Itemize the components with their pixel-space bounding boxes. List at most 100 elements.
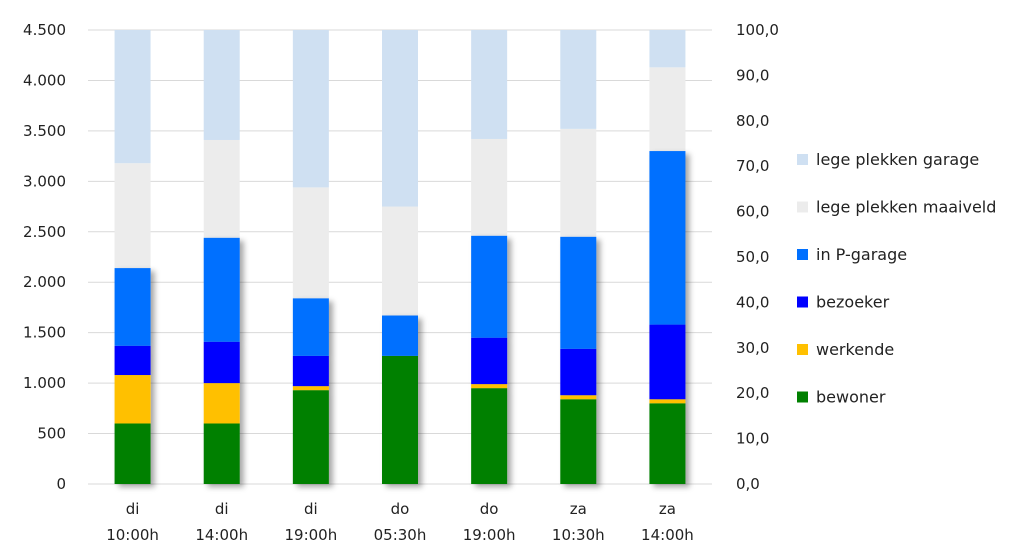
- bar-segment-werkende: [292, 386, 329, 391]
- bar-stack: [560, 236, 597, 484]
- y-axis-left: 0 500 1.000 1.500 2.000 2.500 3.000 3.500 4.000 4…: [23, 21, 66, 493]
- bar-segment-bewoner: [649, 403, 686, 484]
- bar-segment-lege-plekken-garage: [292, 30, 329, 188]
- bar-segment-in-p-garage: [560, 236, 597, 349]
- bar-segment-lege-plekken-maaiveld: [560, 128, 597, 237]
- x-tick-label-time: 14:00h: [195, 526, 248, 544]
- bar-segment-bewoner: [292, 390, 329, 484]
- bar-segment-bewoner: [471, 388, 508, 484]
- bars: [114, 30, 686, 484]
- legend-swatch: [797, 344, 808, 355]
- bar-segment-lege-plekken-maaiveld: [114, 163, 151, 269]
- bar-stack: [114, 268, 151, 484]
- bar-segment-lege-plekken-garage: [203, 30, 240, 140]
- legend-swatch: [797, 296, 808, 308]
- bar-segment-lege-plekken-garage: [471, 30, 508, 139]
- bar-segment-bewoner: [114, 423, 151, 484]
- y-tick-label-right: 0,0: [736, 475, 760, 493]
- y-tick-label-right: 100,0: [736, 21, 779, 39]
- bar-segment-lege-plekken-maaiveld: [203, 139, 240, 238]
- bar-segment-in-p-garage: [114, 268, 151, 346]
- y-tick-label-left: 2.000: [23, 273, 66, 291]
- bar-segment-bezoeker: [114, 345, 151, 376]
- x-tick-label-time: 19:00h: [284, 526, 337, 544]
- x-tick-label-day: do: [480, 500, 499, 518]
- bar-stack: [471, 235, 508, 484]
- bar-segment-werkende: [471, 384, 508, 389]
- legend-swatch: [797, 391, 808, 403]
- y-tick-label-right: 90,0: [736, 66, 769, 84]
- y-tick-label-right: 50,0: [736, 248, 769, 266]
- y-axis-right: 0,0 10,0 20,0 30,0 40,0 50,0 60,0 70,0 80,0 90,0 1…: [736, 21, 779, 493]
- bar-segment-in-p-garage: [649, 151, 686, 325]
- bar-segment-in-p-garage: [382, 315, 418, 356]
- bar-stack: [292, 298, 329, 484]
- y-tick-label-left: 4.500: [23, 21, 66, 39]
- y-tick-label-left: 1.500: [23, 324, 66, 342]
- bar-segment-werkende: [649, 399, 686, 404]
- bar-stack: [649, 151, 686, 484]
- bar-stack: [203, 237, 240, 484]
- y-tick-label-right: 40,0: [736, 293, 769, 311]
- x-tick-label-day: di: [126, 500, 140, 518]
- legend-label: lege plekken maaiveld: [816, 198, 996, 217]
- y-tick-label-left: 4.000: [23, 71, 66, 89]
- legend: lege plekken garage lege plekken maaiveld…: [797, 150, 996, 407]
- y-tick-label-right: 20,0: [736, 384, 769, 402]
- bar-stack: [382, 315, 418, 484]
- bar-segment-lege-plekken-maaiveld: [649, 67, 686, 152]
- bar-segment-lege-plekken-maaiveld: [471, 138, 508, 236]
- bar-segment-lege-plekken-garage: [382, 30, 418, 207]
- x-tick-label-time: 10:00h: [106, 526, 159, 544]
- bar-segment-bezoeker: [203, 341, 240, 384]
- x-tick-label-time: 10:30h: [552, 526, 605, 544]
- legend-swatch: [797, 154, 808, 165]
- bar-segment-in-p-garage: [471, 235, 508, 338]
- y-tick-label-left: 3.500: [23, 122, 66, 140]
- bar-segment-bezoeker: [471, 337, 508, 385]
- bar-segment-lege-plekken-garage: [560, 30, 597, 129]
- bar-segment-lege-plekken-maaiveld: [382, 206, 418, 316]
- y-tick-label-right: 80,0: [736, 112, 769, 130]
- bar-segment-bezoeker: [560, 348, 597, 396]
- x-tick-label-day: do: [391, 500, 410, 518]
- bar-segment-lege-plekken-garage: [114, 30, 151, 164]
- bar-segment-bewoner: [560, 399, 597, 484]
- legend-label: in P-garage: [816, 245, 907, 264]
- legend-label: lege plekken garage: [816, 150, 979, 169]
- x-tick-label-day: za: [659, 500, 676, 518]
- bar-segment-werkende: [114, 375, 151, 424]
- legend-swatch: [797, 249, 808, 260]
- bar-segment-werkende: [203, 383, 240, 424]
- y-tick-label-right: 30,0: [736, 339, 769, 357]
- bar-segment-lege-plekken-garage: [649, 30, 686, 68]
- y-tick-label-left: 3.000: [23, 172, 66, 190]
- bar-segment-in-p-garage: [203, 237, 240, 342]
- x-axis: di 10:00h di 14:00h di 19:00h do 05:30h do 19:00h…: [106, 500, 694, 544]
- legend-label: werkende: [816, 340, 894, 359]
- x-tick-label-time: 14:00h: [641, 526, 694, 544]
- legend-swatch: [797, 201, 808, 213]
- y-tick-label-left: 2.500: [23, 223, 66, 241]
- y-tick-label-right: 10,0: [736, 430, 769, 448]
- x-tick-label-time: 19:00h: [463, 526, 516, 544]
- bar-segment-bezoeker: [292, 355, 329, 387]
- x-tick-label-time: 05:30h: [374, 526, 427, 544]
- bar-segment-bezoeker: [649, 324, 686, 400]
- legend-label: bewoner: [816, 388, 886, 407]
- y-tick-label-right: 70,0: [736, 157, 769, 175]
- bar-segment-bewoner: [382, 355, 418, 484]
- y-tick-label-left: 500: [37, 425, 66, 443]
- bar-segment-bewoner: [203, 423, 240, 484]
- x-tick-label-day: za: [570, 500, 587, 518]
- bar-segment-lege-plekken-maaiveld: [292, 187, 329, 299]
- y-tick-label-left: 1.000: [23, 374, 66, 392]
- y-tick-label-left: 0: [56, 475, 66, 493]
- legend-label: bezoeker: [816, 293, 890, 312]
- x-tick-label-day: di: [215, 500, 229, 518]
- bar-segment-in-p-garage: [292, 298, 329, 356]
- bar-segment-werkende: [560, 395, 597, 400]
- y-tick-label-right: 60,0: [736, 203, 769, 221]
